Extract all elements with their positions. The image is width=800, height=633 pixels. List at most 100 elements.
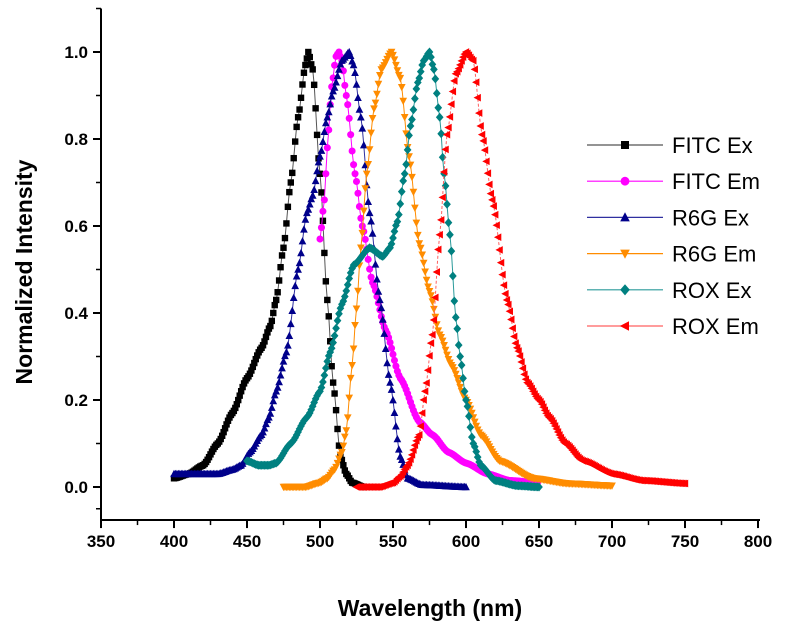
data-point [299, 81, 306, 88]
data-point [413, 231, 422, 240]
data-point [514, 347, 522, 355]
data-point [248, 367, 255, 374]
data-point [359, 207, 368, 215]
data-point [304, 205, 313, 213]
data-point [326, 347, 335, 357]
data-point [364, 255, 372, 263]
data-point [415, 73, 424, 83]
data-point [368, 229, 377, 237]
data-point [456, 383, 464, 392]
data-point [339, 442, 348, 451]
data-point [217, 435, 224, 443]
y-axis-title: Normalized Intensity [11, 159, 37, 384]
legend-marker-triangle-up-icon [620, 212, 630, 222]
data-point [424, 283, 432, 291]
data-point [389, 350, 397, 358]
data-point [319, 377, 327, 387]
data-point [322, 170, 330, 178]
data-point [293, 123, 300, 131]
data-point [361, 235, 369, 243]
data-point [462, 482, 470, 491]
data-point [389, 51, 397, 60]
data-point [453, 324, 462, 334]
data-point [446, 230, 454, 240]
data-point [311, 176, 320, 185]
data-point [297, 248, 305, 257]
data-point [448, 87, 457, 96]
data-point [486, 189, 495, 198]
data-point [338, 456, 346, 464]
data-point [429, 316, 438, 324]
data-point [282, 347, 291, 356]
data-point [468, 409, 476, 418]
data-point [451, 312, 460, 322]
legend-label: FITC Ex [672, 133, 753, 158]
data-point [425, 351, 433, 360]
data-point [378, 315, 387, 323]
data-point [518, 364, 527, 373]
data-point [333, 316, 342, 326]
data-point [393, 434, 402, 443]
data-point [491, 210, 499, 219]
data-point [317, 224, 325, 232]
data-point [365, 208, 374, 217]
data-point [351, 321, 359, 330]
data-point [286, 319, 295, 328]
data-point [428, 298, 437, 306]
x-tick-label: 600 [452, 532, 480, 551]
data-point [327, 338, 334, 345]
y-tick-label: 0.2 [64, 391, 88, 410]
data-point [221, 425, 229, 432]
data-point [473, 93, 481, 102]
data-point [325, 126, 333, 134]
data-point [386, 338, 394, 347]
legend-label: R6G Ex [672, 205, 749, 230]
data-point [322, 118, 330, 127]
data-point [332, 78, 340, 86]
data-point [340, 462, 347, 469]
data-point [408, 115, 416, 125]
data-point [395, 210, 403, 220]
data-point [412, 84, 421, 94]
data-point [223, 421, 230, 428]
data-point [272, 387, 281, 395]
data-point [319, 137, 327, 146]
data-point [377, 303, 386, 312]
data-point [457, 360, 466, 370]
legend-item: R6G Em [587, 242, 756, 267]
legend-item: ROX Ex [587, 278, 751, 303]
x-tick-label: 400 [160, 532, 188, 551]
data-point [489, 202, 497, 210]
data-point [472, 447, 481, 457]
data-point [392, 422, 400, 430]
data-point [408, 173, 416, 182]
data-point [444, 123, 452, 132]
data-point [237, 388, 245, 395]
data-point [438, 337, 447, 345]
data-point [419, 259, 428, 268]
data-point [395, 445, 403, 453]
y-tick-label: 0.8 [64, 130, 88, 149]
data-point [331, 61, 339, 69]
data-point [273, 383, 282, 391]
data-point [298, 237, 307, 245]
data-point [465, 411, 473, 421]
series-fitc-ex [170, 48, 367, 491]
data-point [327, 92, 336, 100]
data-point [368, 114, 377, 123]
data-point [329, 74, 337, 82]
data-point [535, 482, 543, 492]
data-point [291, 281, 300, 290]
data-point [273, 296, 280, 304]
data-point [488, 196, 496, 204]
data-point [366, 265, 374, 273]
data-point [407, 451, 416, 459]
data-point [416, 422, 424, 431]
data-point [274, 289, 281, 296]
data-point [364, 160, 373, 169]
data-point [441, 346, 450, 355]
data-point [236, 392, 243, 399]
data-point [376, 71, 384, 80]
data-point [449, 271, 457, 281]
data-point [499, 281, 508, 290]
